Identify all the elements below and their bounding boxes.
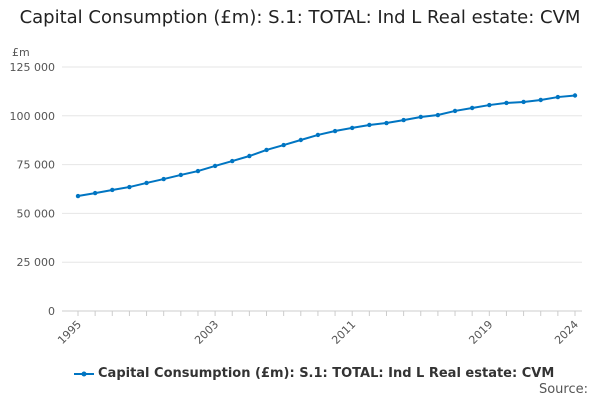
data-point [487,102,492,108]
data-point [555,94,561,100]
y-tick-label: 25 000 [17,256,56,269]
y-tick-label: 125 000 [10,61,56,74]
x-tick-label: 2003 [192,318,221,347]
data-point [418,114,423,120]
data-point [521,99,526,105]
data-point [504,100,509,106]
y-tick-label: 0 [48,305,55,318]
data-point [110,187,115,193]
x-tick-label: 1995 [55,318,84,347]
x-tick-label: 2011 [329,318,358,347]
data-point [367,122,372,128]
chart-title: Capital Consumption (£m): S.1: TOTAL: In… [19,7,581,28]
data-point [92,190,98,196]
data-point [178,172,184,178]
data-point [144,180,149,186]
data-point [247,153,252,159]
data-point [469,105,475,111]
data-point [281,142,286,148]
data-point [384,120,389,126]
data-point [298,137,303,143]
data-point [75,193,81,199]
data-point [538,97,543,103]
data-point [332,128,338,134]
legend-label: Capital Consumption (£m): S.1: TOTAL: In… [98,366,555,381]
x-tick-label: 2024 [552,318,581,347]
data-point [230,158,235,164]
legend: Capital Consumption (£m): S.1: TOTAL: In… [74,366,554,381]
data-point [350,125,355,131]
source-label: Source: [538,382,588,397]
data-point [452,108,458,114]
y-tick-label: 50 000 [17,207,56,220]
y-tick-label: 100 000 [10,110,56,123]
y-tick-label: 75 000 [17,159,56,172]
data-point [401,117,406,123]
data-point [572,93,578,98]
data-point [315,132,321,138]
y-axis-label: £m [12,46,30,59]
data-point [264,147,269,153]
data-point [161,176,166,182]
data-point [127,184,132,190]
series-line [77,94,576,198]
data-point [212,163,218,169]
x-tick-label: 2019 [466,318,495,347]
data-point [435,112,441,118]
data-point [195,168,201,174]
legend-marker-icon [74,371,94,376]
